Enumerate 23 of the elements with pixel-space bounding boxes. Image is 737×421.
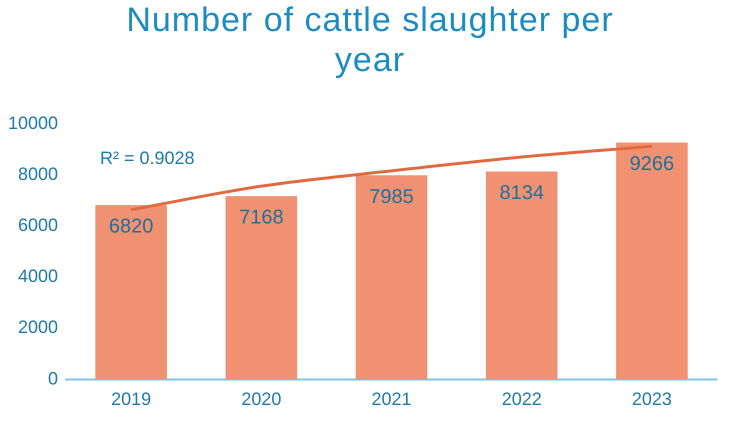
- y-tick-label: 2000: [18, 317, 58, 338]
- data-label: 7168: [239, 206, 284, 229]
- bar: [226, 196, 298, 380]
- bar: [486, 171, 558, 380]
- x-tick-label: 2022: [502, 389, 542, 410]
- x-tick-label: 2019: [111, 389, 152, 410]
- y-tick-label: 6000: [18, 215, 58, 236]
- y-tick-label: 0: [48, 368, 58, 388]
- data-label: 9266: [630, 153, 674, 176]
- data-label: 7985: [369, 186, 414, 208]
- y-tick-label: 10000: [8, 112, 58, 133]
- y-tick-label: 4000: [18, 266, 58, 286]
- x-tick-label: 2020: [241, 389, 282, 410]
- bar: [616, 142, 688, 380]
- bar: [95, 205, 167, 380]
- x-tick-label: 2021: [372, 389, 412, 410]
- data-label: 8134: [499, 182, 544, 204]
- chart-title: Number of cattle slaughter per year: [125, 0, 615, 80]
- x-tick-label: 2023: [632, 389, 672, 410]
- annotation: R² = 0.9028: [100, 148, 195, 169]
- bar: [356, 175, 428, 380]
- data-label: 6820: [108, 216, 154, 238]
- y-tick-label: 8000: [18, 164, 58, 184]
